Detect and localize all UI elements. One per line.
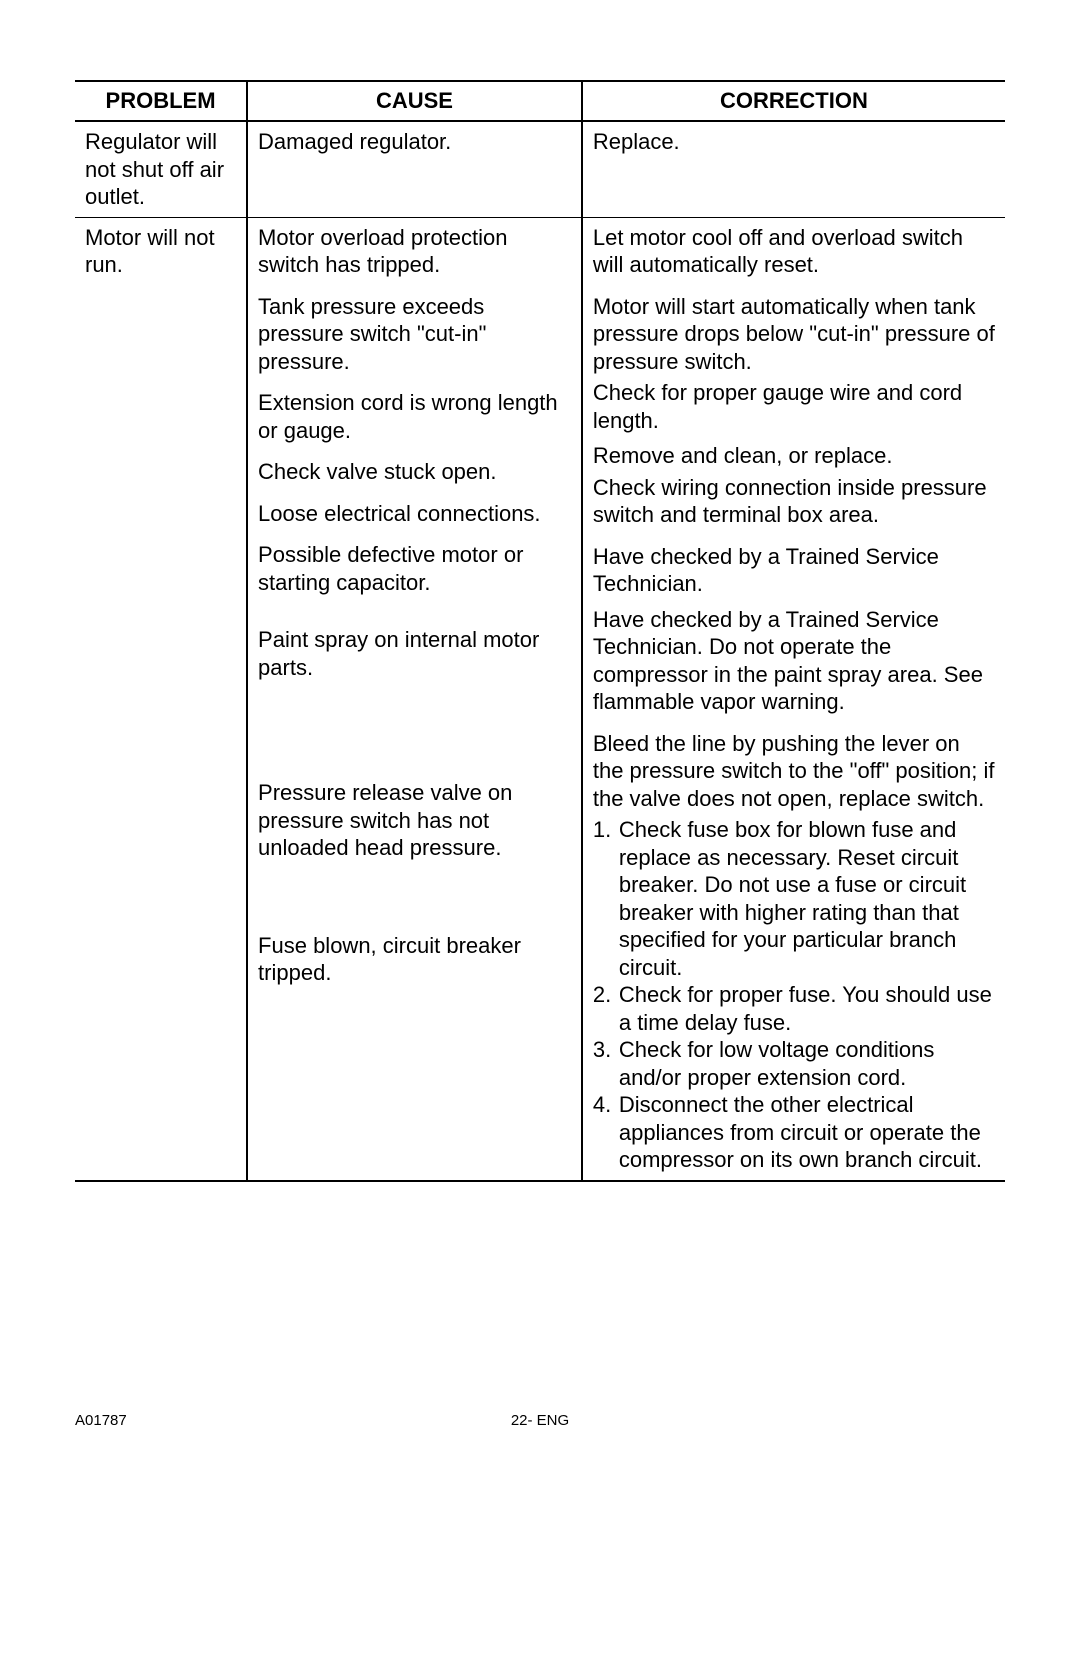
list-item: Check fuse box for blown fuse and replac… xyxy=(593,816,995,981)
list-item: Check for proper fuse. You should use a … xyxy=(593,981,995,1036)
table-row: Motor will not run. Motor overload prote… xyxy=(75,217,1005,1181)
cause-text: Check valve stuck open. xyxy=(258,458,571,486)
cell-correction: Let motor cool off and overload switch w… xyxy=(582,217,1005,1181)
list-item: Check for low voltage conditions and/or … xyxy=(593,1036,995,1091)
correction-text: Check wiring connection inside pressure … xyxy=(593,474,995,529)
correction-text: Motor will start automatically when tank… xyxy=(593,293,995,376)
table-row: Regulator will not shut off air outlet. … xyxy=(75,121,1005,217)
table-header-row: PROBLEM CAUSE CORRECTION xyxy=(75,81,1005,121)
correction-text: Bleed the line by pushing the lever on t… xyxy=(593,730,995,813)
cause-text: Paint spray on internal motor parts. xyxy=(258,626,571,681)
correction-text: Have checked by a Trained Service Techni… xyxy=(593,606,995,716)
cause-text: Extension cord is wrong length or gauge. xyxy=(258,389,571,444)
col-header-problem: PROBLEM xyxy=(75,81,247,121)
page-footer: A01787 22- ENG xyxy=(75,1402,1005,1429)
cell-problem: Motor will not run. xyxy=(75,217,247,1181)
col-header-cause: CAUSE xyxy=(247,81,582,121)
list-item: Disconnect the other electrical applianc… xyxy=(593,1091,995,1174)
cause-text: Tank pressure exceeds pressure switch "c… xyxy=(258,293,571,376)
cause-text: Possible defective motor or starting cap… xyxy=(258,541,571,596)
col-header-correction: CORRECTION xyxy=(582,81,1005,121)
cell-cause: Damaged regulator. xyxy=(247,121,582,217)
cell-correction: Replace. xyxy=(582,121,1005,217)
correction-text: Have checked by a Trained Service Techni… xyxy=(593,543,995,598)
correction-text: Check for proper gauge wire and cord len… xyxy=(593,379,995,434)
correction-text: Let motor cool off and overload switch w… xyxy=(593,224,995,279)
cause-text: Fuse blown, circuit breaker tripped. xyxy=(258,932,571,987)
cell-cause: Motor overload protection switch has tri… xyxy=(247,217,582,1181)
cause-text: Loose electrical connections. xyxy=(258,500,571,528)
cause-text: Pressure release valve on pressure switc… xyxy=(258,779,571,862)
footer-page-number: 22- ENG xyxy=(511,1412,569,1429)
footer-doc-id: A01787 xyxy=(75,1412,127,1429)
cell-problem: Regulator will not shut off air outlet. xyxy=(75,121,247,217)
cause-text: Motor overload protection switch has tri… xyxy=(258,224,571,279)
troubleshooting-table: PROBLEM CAUSE CORRECTION Regulator will … xyxy=(75,80,1005,1182)
correction-list: Check fuse box for blown fuse and replac… xyxy=(593,816,995,1174)
correction-text: Remove and clean, or replace. xyxy=(593,442,995,470)
